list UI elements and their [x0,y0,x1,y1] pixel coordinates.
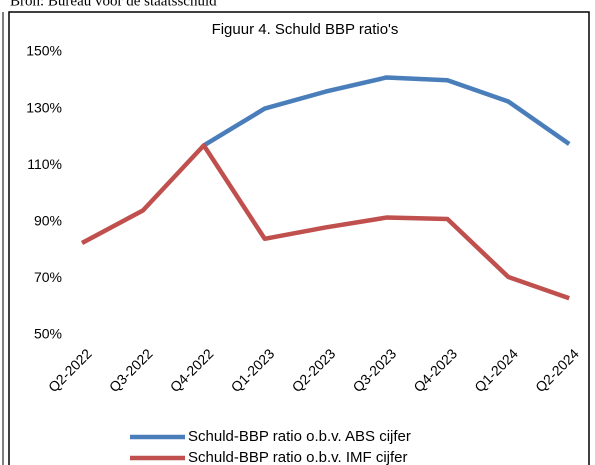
x-tick-label: Q4-2022 [167,345,217,395]
x-tick-label: Q1-2024 [471,345,521,395]
y-tick-label: 150% [26,43,62,59]
legend-label: Schuld-BBP ratio o.b.v. ABS cijfer [188,428,411,445]
x-tick-label: Q2-2023 [288,345,338,395]
series-line [202,75,571,148]
x-tick-label: Q3-2022 [106,345,156,395]
x-tick-label: Q1-2023 [228,345,278,395]
y-tick-label: 70% [34,269,62,285]
x-tick-label: Q3-2023 [349,345,399,395]
x-tick-label: Q2-2022 [45,345,95,395]
x-tick-label: Q2-2024 [532,345,582,395]
y-tick-label: 130% [26,99,62,115]
chart-title: Figuur 4. Schuld BBP ratio's [212,21,399,38]
legend-label: Schuld-BBP ratio o.b.v. IMF cijfer [188,449,408,465]
y-tick-label: 50% [34,326,62,342]
y-tick-label: 90% [34,213,62,229]
x-tick-label: Q4-2023 [410,345,460,395]
source-note: Bron: Bureau voor de staatsschuld [10,0,217,9]
y-tick-label: 110% [27,156,62,172]
series-line [80,143,570,301]
chart-frame [8,11,590,465]
